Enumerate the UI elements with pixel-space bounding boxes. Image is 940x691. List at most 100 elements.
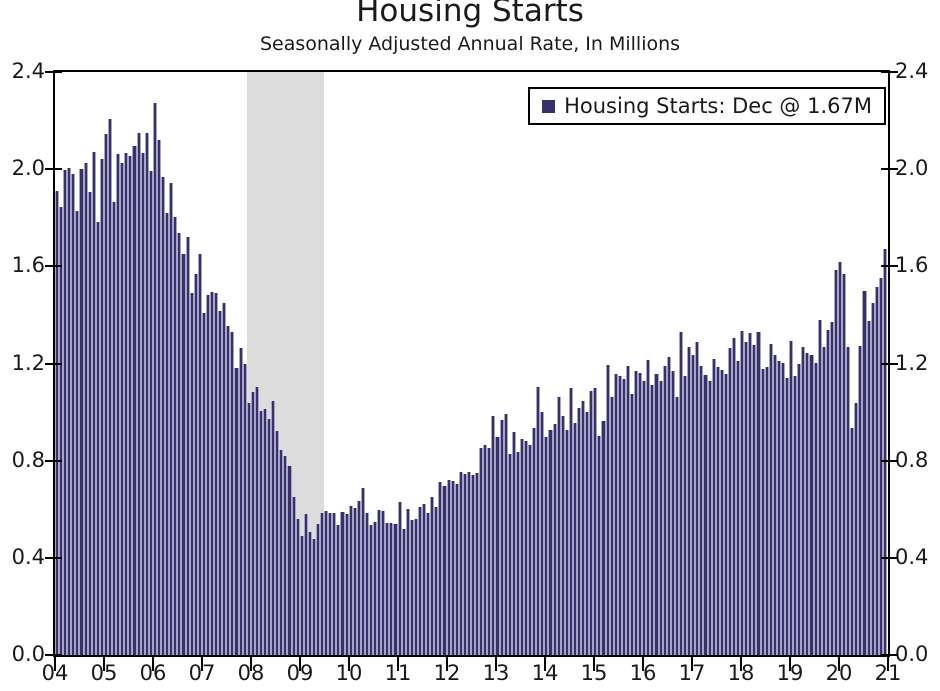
bar	[609, 396, 614, 655]
bar	[744, 341, 749, 655]
bars	[55, 72, 888, 655]
bar	[507, 454, 512, 655]
bar	[466, 471, 471, 655]
x-axis-label: 19	[776, 661, 804, 685]
bar	[752, 345, 757, 655]
bar	[793, 375, 798, 655]
bar	[189, 292, 194, 655]
bar	[475, 473, 480, 655]
y-axis-label: 1.6	[895, 253, 929, 278]
bar	[719, 370, 724, 655]
x-axis-tick	[495, 657, 497, 671]
bar	[670, 371, 675, 655]
bar	[870, 303, 875, 655]
chart-title: Housing Starts	[356, 0, 584, 29]
x-axis-tick	[592, 657, 595, 671]
bar	[246, 403, 251, 655]
bar	[862, 291, 867, 655]
bar	[568, 388, 573, 655]
bar	[401, 529, 406, 655]
x-axis-label: 04	[41, 661, 69, 685]
bar	[564, 429, 569, 655]
bar	[136, 132, 141, 655]
bar	[630, 394, 635, 655]
y-axis-label: 2.0	[895, 156, 929, 181]
y-axis-tick	[881, 362, 898, 365]
bar	[442, 486, 447, 655]
x-axis-tick	[887, 657, 889, 671]
bar	[625, 366, 631, 655]
x-axis-label: 05	[90, 661, 118, 685]
bar	[340, 512, 345, 655]
bar	[181, 254, 186, 655]
bar	[483, 445, 488, 655]
y-axis-label: 1.6	[11, 253, 45, 278]
bar	[238, 347, 243, 655]
bar	[731, 338, 737, 655]
bar	[267, 418, 272, 655]
bar	[748, 332, 753, 655]
bar	[148, 170, 153, 655]
bar	[434, 506, 439, 655]
bar	[59, 206, 64, 655]
bar	[364, 513, 370, 655]
bar	[613, 373, 618, 655]
bar	[295, 518, 300, 655]
x-axis-labels: 04 05 06 07 08 09 10 11 12 13 14 15 16 17 18 19 20 21	[42, 661, 902, 689]
bar	[540, 412, 545, 655]
bar	[593, 387, 598, 655]
y-axis-tick	[881, 265, 898, 268]
bar	[458, 471, 463, 655]
bar	[683, 375, 688, 655]
bar	[389, 522, 394, 655]
bar	[801, 347, 806, 655]
bar	[780, 363, 785, 655]
bar	[854, 402, 859, 655]
bar	[585, 411, 590, 655]
y-axis-tick	[881, 459, 898, 462]
y-axis-label: 1.2	[895, 350, 929, 375]
bar	[536, 386, 541, 655]
x-axis-tick	[838, 657, 840, 671]
x-axis-tick	[397, 657, 399, 671]
bar	[303, 513, 308, 655]
bar	[654, 374, 659, 655]
bar	[764, 367, 769, 655]
bar	[552, 424, 557, 655]
x-axis-label: 15	[580, 661, 608, 685]
y-axis-tick	[881, 168, 898, 171]
bar	[707, 380, 712, 655]
bar	[454, 483, 459, 655]
y-axis-tick	[45, 556, 62, 559]
bar	[699, 366, 704, 655]
x-axis-tick	[740, 657, 742, 671]
bar	[156, 140, 162, 655]
bar	[161, 176, 166, 655]
y-axis-labels-left: 0.0 0.4 0.8 1.2 1.6 2.0 2.4	[0, 61, 45, 665]
bar	[772, 354, 777, 655]
bar	[311, 538, 316, 655]
bar	[711, 359, 716, 655]
bar	[487, 448, 492, 655]
bar	[882, 249, 887, 655]
x-axis-tick	[54, 657, 56, 671]
bar	[577, 407, 582, 655]
bar	[736, 361, 741, 655]
bar	[173, 217, 178, 655]
bar	[638, 373, 643, 655]
bar	[120, 163, 125, 655]
bar	[316, 523, 321, 655]
bar	[385, 523, 390, 655]
y-axis-label: 2.0	[11, 156, 45, 181]
x-axis-label: 12	[433, 661, 461, 685]
bar	[813, 362, 818, 655]
y-axis-tick	[45, 71, 62, 73]
bar	[617, 376, 622, 655]
bar	[328, 512, 333, 655]
bar	[691, 354, 696, 655]
x-axis-label: 21	[874, 661, 902, 685]
bar	[234, 367, 239, 655]
y-axis-tick	[881, 556, 898, 559]
bar	[307, 532, 312, 655]
y-axis-tick	[45, 459, 62, 462]
